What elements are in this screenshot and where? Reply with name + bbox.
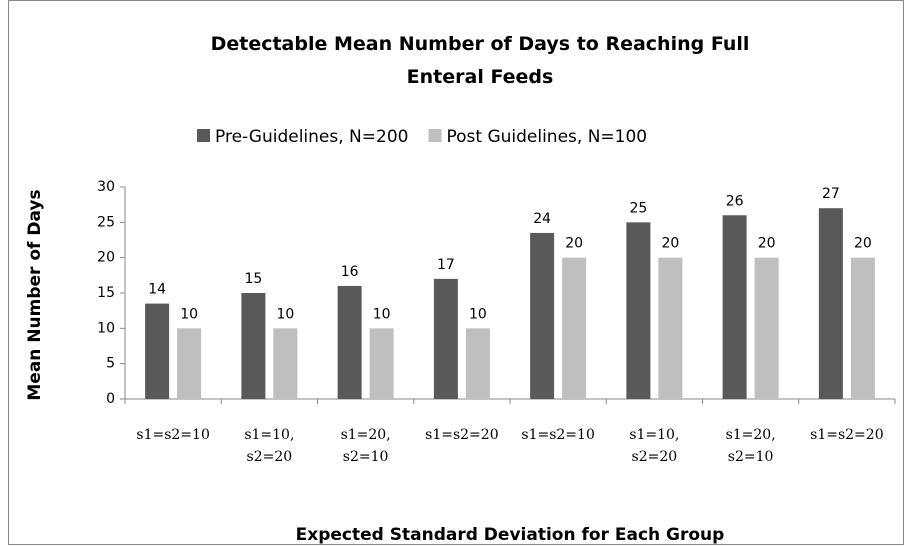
x-axis-label: Expected Standard Deviation for Each Gro… [296, 525, 725, 545]
x-tick-label: s1=10, s2=20 [244, 427, 295, 465]
bar [850, 257, 875, 399]
bar [465, 328, 490, 399]
x-tick-label: s1=20, s2=10 [340, 427, 391, 465]
x-tick-label: s1=20, s2=10 [725, 427, 776, 465]
data-label: 10 [373, 306, 391, 322]
bar [658, 257, 683, 399]
data-label: 17 [437, 257, 455, 273]
y-tick-label: 0 [106, 391, 115, 407]
data-label: 16 [341, 264, 359, 280]
data-label: 10 [276, 306, 294, 322]
y-tick-label: 30 [97, 179, 115, 195]
y-tick-label: 15 [97, 285, 115, 301]
bar [177, 328, 202, 399]
bar [241, 293, 266, 399]
x-tick-label: s1=s2=10 [521, 427, 595, 443]
data-label: 24 [533, 211, 551, 227]
y-tick-label: 5 [106, 356, 115, 372]
bar [337, 285, 362, 399]
y-axis-label: Mean Number of Days [25, 189, 45, 400]
bar [626, 222, 651, 399]
data-label: 10 [180, 306, 198, 322]
x-tick-label: s1=s2=10 [136, 427, 210, 443]
x-tick-label: s1=10, s2=20 [629, 427, 680, 465]
data-label: 20 [758, 236, 776, 252]
x-tick-label: s1=s2=20 [810, 427, 884, 443]
data-label: 25 [629, 200, 647, 216]
data-label: 27 [822, 186, 840, 202]
data-label: 10 [469, 306, 487, 322]
legend-swatch [428, 129, 442, 142]
y-tick-label: 25 [97, 214, 115, 230]
bar [722, 215, 747, 399]
bar [273, 328, 298, 399]
legend-swatch [197, 129, 210, 142]
data-label: 14 [148, 282, 166, 298]
y-tick-label: 20 [97, 250, 115, 266]
chart-frame [8, 0, 904, 545]
legend-label: Post Guidelines, N=100 [446, 127, 647, 147]
bar [369, 328, 394, 399]
bar [530, 232, 555, 399]
y-tick-label: 10 [97, 320, 115, 336]
title-box: Detectable Mean Number of Days to Reachi… [210, 33, 750, 88]
x-tick-label: s1=s2=20 [425, 427, 499, 443]
data-label: 15 [244, 271, 262, 287]
legend-label: Pre-Guidelines, N=200 [215, 127, 408, 147]
bar [145, 303, 170, 399]
bar [433, 278, 458, 399]
data-label: 20 [661, 236, 679, 252]
bar [818, 208, 843, 399]
data-label: 20 [854, 236, 872, 252]
data-label: 20 [565, 236, 583, 252]
data-label: 26 [726, 193, 744, 209]
bar [562, 257, 587, 399]
bar [754, 257, 779, 399]
chart-title: Detectable Mean Number of Days to Reachi… [210, 33, 750, 88]
